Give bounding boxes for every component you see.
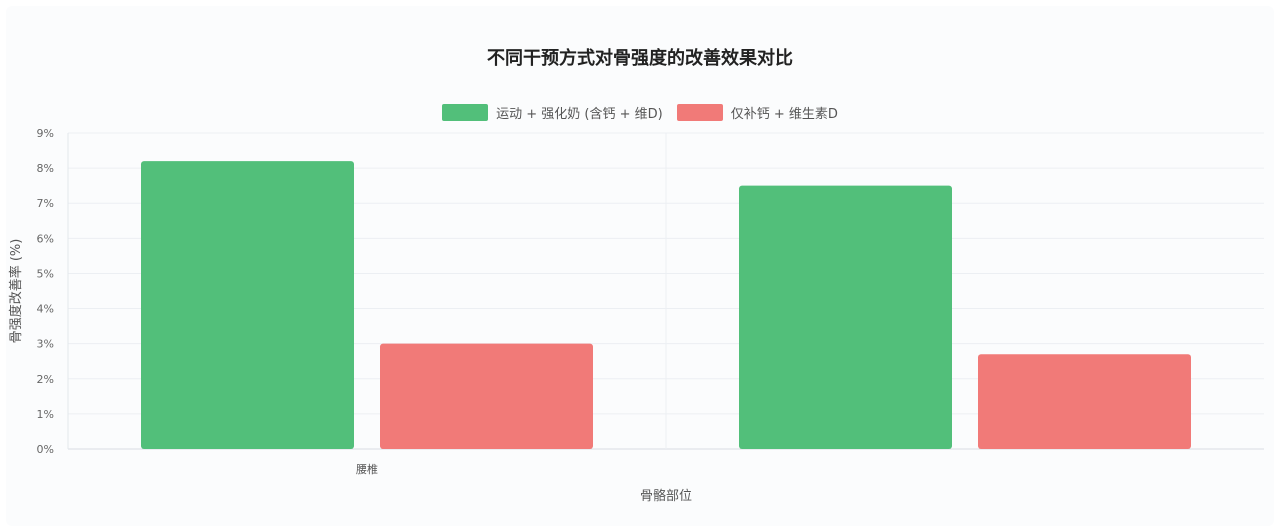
legend-label: 仅补钙 + 维生素D (730, 107, 838, 122)
legend-swatch (442, 104, 489, 121)
y-tick-label: 8% (37, 162, 54, 175)
bar-calcium-only (380, 343, 593, 449)
y-tick-label: 2% (37, 373, 54, 386)
legend-item-exercise-milk[interactable]: 运动 + 强化奶 (含钙 + 维D) (442, 103, 663, 122)
y-axis-title: 骨强度改善率 (%) (8, 239, 24, 344)
bar-exercise-milk (739, 185, 952, 449)
legend: 运动 + 强化奶 (含钙 + 维D) 仅补钙 + 维生素D (0, 103, 1280, 122)
y-tick-label: 9% (37, 127, 54, 140)
bar-calcium-only (978, 354, 1191, 449)
y-tick-label: 5% (37, 267, 54, 280)
legend-label: 运动 + 强化奶 (含钙 + 维D) (496, 107, 663, 122)
y-tick-label: 7% (37, 197, 54, 210)
x-tick-label: 腰椎 (356, 462, 378, 476)
y-tick-label: 6% (37, 232, 54, 245)
legend-item-calcium-only[interactable]: 仅补钙 + 维生素D (676, 103, 838, 122)
bar-exercise-milk (141, 161, 354, 450)
x-axis-title: 骨骼部位 (640, 488, 692, 504)
y-tick-label: 4% (37, 303, 54, 316)
chart-title: 不同干预方式对骨强度的改善效果对比 (487, 48, 793, 69)
legend-swatch (676, 104, 723, 121)
y-tick-label: 3% (37, 338, 54, 351)
y-tick-label: 1% (37, 408, 54, 421)
y-tick-label: 0% (37, 443, 54, 456)
